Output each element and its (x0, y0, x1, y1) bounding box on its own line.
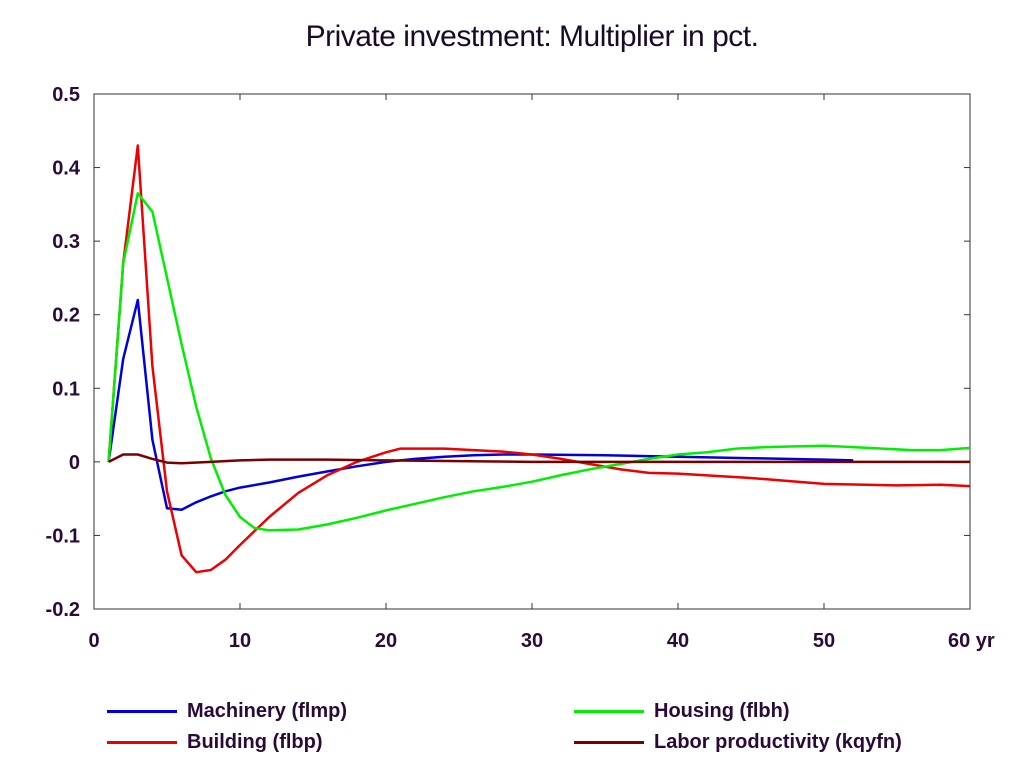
y-tick-label: 0.4 (52, 158, 81, 180)
legend-label-labor-productivity: Labor productivity (kqyfn) (654, 731, 902, 753)
series-line-machinery-flmp (107, 298, 854, 511)
x-tick-label: 10 (229, 630, 251, 652)
legend-swatch-machinery (107, 710, 177, 713)
x-tick-label: 20 (375, 630, 397, 652)
x-tick-label: 30 (521, 630, 543, 652)
legend-swatch-building (107, 741, 177, 744)
chart-title: Private investment: Multiplier in pct. (305, 20, 759, 53)
legend-swatch-labor-productivity (574, 741, 644, 744)
legend-label-machinery: Machinery (flmp) (187, 700, 348, 722)
y-tick-label: -0.1 (46, 525, 80, 547)
line-chart: 0.5 0.4 0.3 0.2 0.1 0 -0.1 -0.2 0 10 20 30 40 50 60 yr (46, 84, 995, 652)
y-tick-label: 0 (69, 452, 80, 474)
legend-swatch-housing (574, 710, 644, 713)
legend-label-building: Building (flbp) (187, 731, 323, 753)
y-tick-label: -0.2 (46, 599, 80, 621)
series-line-housing-flbh (107, 192, 971, 532)
x-tick-label: 40 (667, 630, 689, 652)
series-line-labor-productivity-kqyfn (108, 453, 970, 465)
x-tick-label: 0 (88, 630, 99, 652)
x-tick-label: 60 yr (948, 630, 995, 652)
y-tick-label: 0.5 (52, 84, 80, 106)
axis-ticks (93, 93, 971, 610)
y-tick-label: 0.1 (52, 378, 80, 400)
y-tick-label: 0.3 (52, 231, 80, 253)
x-tick-label: 50 (813, 630, 835, 652)
series-line-building-flbp (107, 144, 971, 574)
y-tick-label: 0.2 (52, 305, 80, 327)
series-lines (107, 144, 971, 574)
axis-tick-labels: 0.5 0.4 0.3 0.2 0.1 0 -0.1 -0.2 0 10 20 30 40 50 60 yr (46, 84, 995, 652)
legend-label-housing: Housing (flbh) (654, 700, 790, 722)
plot-frame (93, 93, 971, 610)
